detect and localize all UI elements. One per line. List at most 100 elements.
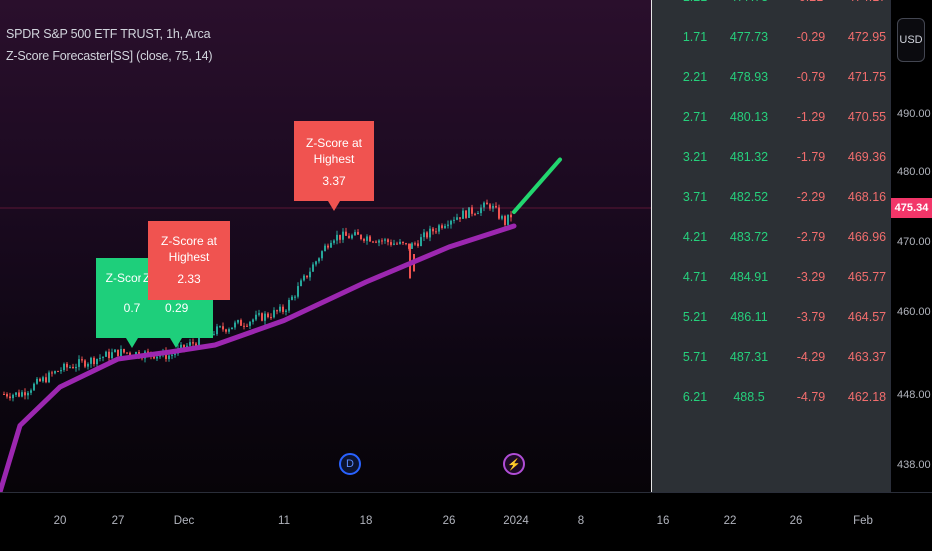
candle-body bbox=[51, 372, 53, 374]
dividend-icon[interactable]: D bbox=[339, 453, 361, 475]
candle-body bbox=[57, 371, 59, 373]
candle-body bbox=[54, 371, 56, 374]
table-row: 1.21 477.73 0.21 474.17 bbox=[652, 0, 890, 10]
candle-body bbox=[291, 296, 293, 300]
candle-body bbox=[198, 334, 200, 346]
candle-body bbox=[96, 358, 98, 365]
candle-body bbox=[183, 344, 185, 349]
indicator-legend[interactable]: Z-Score Forecaster[SS] (close, 75, 14) bbox=[6, 49, 213, 63]
candle-body bbox=[417, 243, 419, 246]
candle-body bbox=[327, 245, 329, 248]
candle-body bbox=[12, 394, 14, 399]
candle-body bbox=[429, 228, 431, 238]
candle-body bbox=[294, 296, 296, 298]
candle-body bbox=[447, 224, 449, 226]
candle-body bbox=[219, 326, 221, 328]
symbol-legend[interactable]: SPDR S&P 500 ETF TRUST, 1h, Arca bbox=[6, 27, 211, 41]
candle-body bbox=[360, 234, 362, 239]
price-axis[interactable]: 490.00 480.00 470.00 460.00 448.00 438.0… bbox=[890, 0, 932, 492]
candle-body bbox=[387, 239, 389, 243]
table-row: 4.21 483.72 -2.79 466.96 bbox=[652, 230, 890, 250]
table-cell: 3.71 bbox=[682, 190, 708, 204]
candle-body bbox=[498, 207, 500, 219]
candle-body bbox=[195, 343, 197, 346]
candle-body bbox=[99, 357, 101, 359]
table-cell: 482.52 bbox=[729, 190, 769, 204]
candle-body bbox=[63, 363, 65, 371]
table-cell: 472.95 bbox=[847, 30, 887, 44]
table-cell: 469.36 bbox=[847, 150, 887, 164]
candle-body bbox=[438, 225, 440, 232]
candle-body bbox=[375, 241, 377, 243]
candle-body bbox=[405, 243, 407, 245]
currency-button[interactable]: USD bbox=[897, 18, 925, 62]
table-cell: 468.16 bbox=[847, 190, 887, 204]
table-cell: 474.17 bbox=[842, 0, 890, 4]
table-cell: 481.32 bbox=[729, 150, 769, 164]
candle-body bbox=[81, 359, 83, 361]
candle-body bbox=[231, 327, 233, 330]
candle-body bbox=[255, 314, 257, 320]
candle-body bbox=[174, 353, 176, 355]
candle-body bbox=[363, 238, 365, 241]
table-cell: 6.21 bbox=[682, 390, 708, 404]
table-cell: -0.79 bbox=[796, 70, 826, 84]
table-cell: -1.29 bbox=[796, 110, 826, 124]
candle-body bbox=[477, 213, 479, 215]
candle-body bbox=[321, 251, 323, 259]
candle-body bbox=[159, 355, 161, 357]
candle-body bbox=[285, 310, 287, 312]
candle-body bbox=[9, 396, 11, 399]
table-row: 1.71 477.73 -0.29 472.95 bbox=[652, 30, 890, 50]
time-tick-label: Dec bbox=[173, 515, 195, 527]
candle-body bbox=[501, 216, 503, 219]
callout-pointer bbox=[170, 338, 182, 348]
candle-body bbox=[102, 356, 104, 358]
time-axis[interactable]: 20 27 Dec 11 18 26 2024 8 16 22 26 Feb bbox=[0, 492, 932, 551]
candle-body bbox=[495, 205, 497, 208]
candle-body bbox=[48, 372, 50, 383]
earnings-lightning-icon[interactable]: ⚡ bbox=[503, 453, 525, 475]
price-chart[interactable] bbox=[0, 0, 890, 492]
candle-body bbox=[45, 377, 47, 383]
table-cell: 463.37 bbox=[847, 350, 887, 364]
table-row: 6.21 488.5 -4.79 462.18 bbox=[652, 390, 890, 410]
candle-body bbox=[483, 202, 485, 208]
callout-title: Z-Score at Highest bbox=[305, 136, 362, 166]
candle-body bbox=[339, 234, 341, 240]
table-cell: 3.21 bbox=[682, 150, 708, 164]
candle-body bbox=[444, 225, 446, 229]
candle-body bbox=[189, 342, 191, 346]
candle-body bbox=[507, 214, 509, 225]
candle-body bbox=[252, 319, 254, 322]
candle-body bbox=[33, 383, 35, 391]
candle-body bbox=[234, 322, 236, 328]
candle-body bbox=[270, 317, 272, 319]
table-row: 2.71 480.13 -1.29 470.55 bbox=[652, 110, 890, 130]
candle-body bbox=[90, 357, 92, 364]
candle-body bbox=[462, 210, 464, 219]
table-cell: 5.21 bbox=[682, 310, 708, 324]
candle-body bbox=[369, 236, 371, 242]
table-cell: -2.29 bbox=[796, 190, 826, 204]
forecast-table: 1.21 477.73 0.21 474.17 1.71 477.73 -0.29 472.9… bbox=[651, 0, 890, 492]
time-tick-label: 27 bbox=[111, 515, 125, 527]
candle-body bbox=[411, 243, 413, 249]
table-cell: 465.77 bbox=[847, 270, 887, 284]
candle-body bbox=[60, 370, 62, 372]
candle-body bbox=[222, 326, 224, 330]
table-cell: 477.73 bbox=[729, 30, 769, 44]
table-cell: 471.75 bbox=[847, 70, 887, 84]
table-row: 2.21 478.93 -0.79 471.75 bbox=[652, 70, 890, 90]
table-cell: 470.55 bbox=[847, 110, 887, 124]
candle-body bbox=[378, 240, 380, 243]
candle-body bbox=[510, 214, 512, 218]
candle-body bbox=[249, 321, 251, 326]
chart-pane[interactable]: SPDR S&P 500 ETF TRUST, 1h, Arca Z-Score… bbox=[0, 0, 890, 492]
candle-body bbox=[456, 217, 458, 220]
table-row: 3.71 482.52 -2.29 468.16 bbox=[652, 190, 890, 210]
table-cell: -3.79 bbox=[796, 310, 826, 324]
candle-body bbox=[267, 313, 269, 318]
time-tick-label: 26 bbox=[789, 515, 803, 527]
forecast-line bbox=[512, 157, 562, 214]
